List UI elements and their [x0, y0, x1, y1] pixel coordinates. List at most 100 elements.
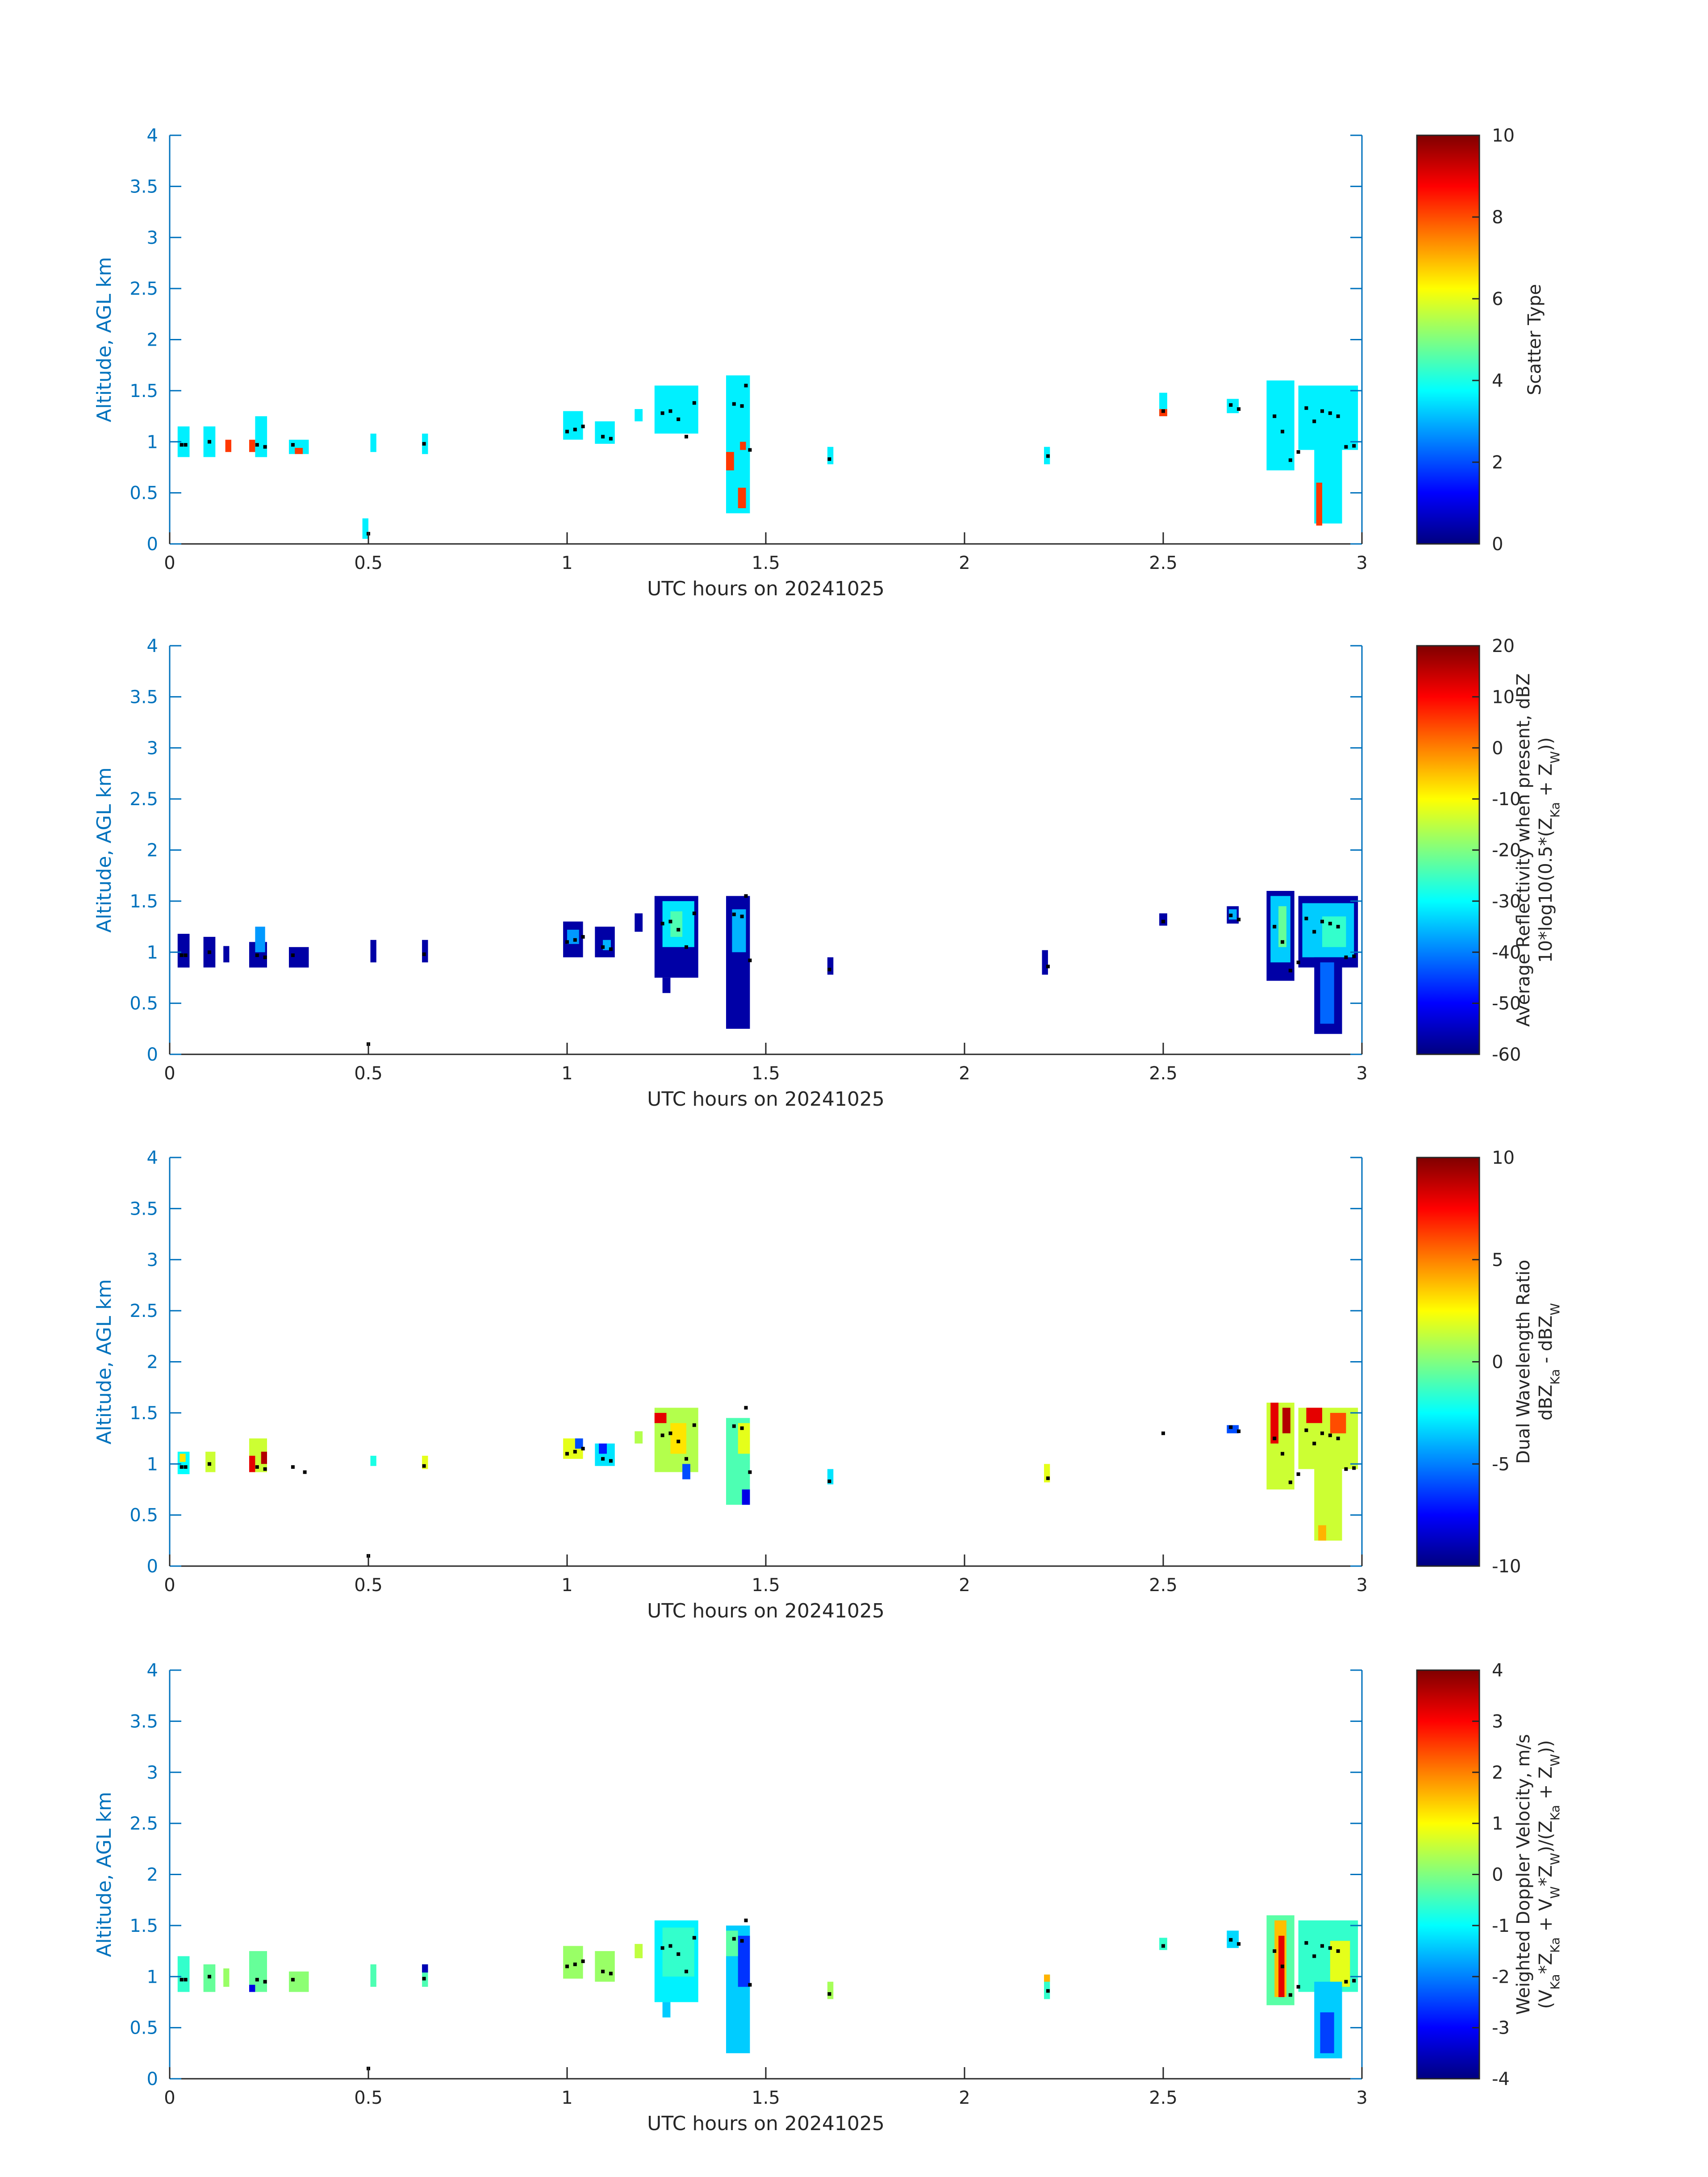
- data-point: [422, 1464, 426, 1468]
- y-tick-label: 0: [147, 2069, 158, 2089]
- y-tick-label: 3.5: [129, 1711, 158, 1732]
- data-point: [1046, 1989, 1050, 1993]
- heatmap-cell: [180, 1454, 186, 1462]
- data-point: [422, 442, 426, 446]
- y-tick-label: 3.5: [129, 687, 158, 707]
- data-point: [1046, 454, 1050, 458]
- y-tick-label: 2: [147, 1865, 158, 1885]
- x-tick-label: 1.5: [752, 553, 780, 573]
- y-tick-label: 0.5: [129, 994, 158, 1014]
- data-point: [1273, 1437, 1277, 1441]
- heatmap-cell: [177, 934, 190, 968]
- heatmap-cell: [567, 929, 579, 944]
- panel-1: 0 0.5 1 1.5 2 2.5 3 3.5 4 0 0.5 1 1.5 2 2.5 3 UTC hours …: [93, 125, 1545, 600]
- data-point: [1352, 444, 1356, 448]
- data-point: [1281, 430, 1284, 434]
- x-axis-label: UTC hours on 20241025: [647, 2112, 885, 2135]
- data-point: [744, 894, 748, 898]
- y-tick-label: 2.5: [129, 1301, 158, 1321]
- data-point: [1352, 954, 1356, 958]
- y-tick-label: 0: [147, 1045, 158, 1065]
- heatmap-cell: [177, 1956, 190, 1992]
- heatmap-cell: [1318, 1525, 1326, 1541]
- colorbar-tick-label: 10: [1492, 125, 1515, 146]
- data-point: [565, 1964, 569, 1968]
- x-tick-label: 0.5: [354, 1063, 383, 1084]
- data-point: [1288, 969, 1292, 973]
- data-point: [601, 1457, 605, 1461]
- data-point: [573, 427, 577, 431]
- data-point: [660, 1433, 664, 1437]
- heatmap-cell: [738, 1423, 750, 1454]
- data-point: [1352, 1466, 1356, 1470]
- heatmap-cell: [255, 416, 267, 457]
- y-tick-label: 2.5: [129, 279, 158, 299]
- data-point: [208, 440, 211, 444]
- colorbar-tick-label: 5: [1492, 1250, 1503, 1270]
- heatmap-cell: [1159, 913, 1167, 926]
- heatmap-cell: [1278, 906, 1286, 947]
- data-point: [1328, 411, 1332, 415]
- y-tick-label: 4: [147, 1660, 158, 1681]
- data-point: [748, 1470, 752, 1474]
- heatmap-cell: [249, 1455, 255, 1472]
- data-point: [1336, 1949, 1340, 1953]
- data-point: [677, 928, 681, 932]
- data-point: [601, 945, 605, 949]
- heatmap-cell: [740, 442, 746, 450]
- data-point: [1273, 925, 1277, 929]
- y-tick-label: 3.5: [129, 1199, 158, 1219]
- data-point: [1229, 913, 1233, 917]
- data-point: [573, 938, 577, 942]
- data-point: [581, 424, 585, 428]
- data-point: [208, 950, 211, 954]
- heatmap-cell: [1316, 482, 1322, 526]
- x-tick-label: 3: [1356, 1575, 1367, 1596]
- x-axis-label: UTC hours on 20241025: [647, 1088, 885, 1111]
- x-tick-label: 1: [561, 553, 572, 573]
- heatmap-cell: [370, 940, 376, 963]
- data-point: [291, 953, 295, 957]
- data-point: [1161, 1431, 1165, 1435]
- data-point: [827, 1992, 831, 1996]
- heatmap-cell: [249, 1985, 255, 1992]
- colorbar: -4 -3 -2 -1 0 1 2 3 4 Weighted Doppler Velocity, …: [1416, 1660, 1562, 2089]
- data-point: [1288, 1993, 1292, 1997]
- heatmap-cell: [595, 1951, 615, 1982]
- data-point: [255, 443, 259, 447]
- data-point: [740, 915, 744, 919]
- data-point: [1296, 961, 1300, 965]
- data-point: [1328, 922, 1332, 926]
- heatmap-cells: [177, 1403, 1358, 1541]
- data-point: [668, 919, 672, 923]
- data-point: [1344, 1980, 1348, 1984]
- colorbar-tick-label: 20: [1492, 636, 1515, 656]
- data-point: [291, 1978, 295, 1982]
- colorbar-tick-label: 0: [1492, 534, 1503, 555]
- x-tick-label: 3: [1356, 1063, 1367, 1084]
- heatmap-cell: [726, 452, 734, 471]
- data-point: [827, 1479, 831, 1483]
- data-point: [1237, 407, 1241, 411]
- data-point: [180, 1978, 184, 1982]
- y-tick-label: 3: [147, 228, 158, 248]
- heatmap-cell: [635, 913, 643, 932]
- data-point: [609, 1972, 613, 1976]
- colorbar-tick-label: -20: [1492, 840, 1521, 861]
- heatmap-cell: [1266, 380, 1295, 471]
- marker-points: [180, 894, 1356, 1046]
- data-point: [1336, 1437, 1340, 1441]
- colorbar-tick-label: 2: [1492, 452, 1503, 473]
- data-point: [1304, 916, 1308, 920]
- data-point: [581, 1959, 585, 1963]
- heatmap-cell: [422, 940, 428, 963]
- heatmap-cell: [682, 1464, 690, 1479]
- data-point: [1312, 1954, 1316, 1958]
- y-tick-label: 4: [147, 125, 158, 146]
- data-point: [692, 401, 696, 405]
- heatmap-cell: [726, 1930, 738, 1956]
- x-tick-label: 3: [1356, 553, 1367, 573]
- data-point: [677, 417, 681, 421]
- data-point: [685, 1969, 688, 1973]
- data-point: [748, 958, 752, 962]
